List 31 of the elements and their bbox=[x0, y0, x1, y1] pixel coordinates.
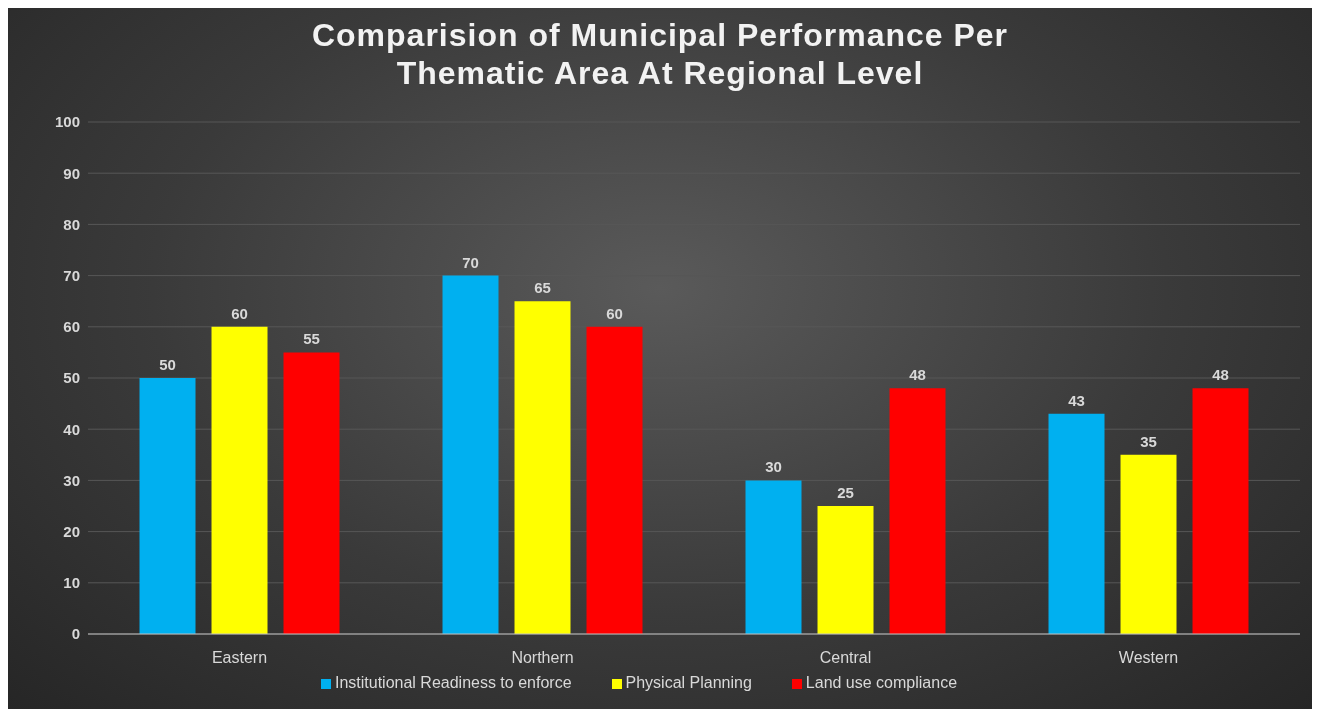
y-tick-label: 100 bbox=[54, 113, 80, 131]
y-tick-label: 50 bbox=[63, 369, 80, 387]
y-tick-label: 40 bbox=[63, 420, 80, 438]
y-tick-label: 90 bbox=[63, 164, 80, 182]
data-label: 48 bbox=[1212, 366, 1229, 384]
x-tick-label: Central bbox=[819, 649, 872, 667]
data-label: 48 bbox=[909, 366, 926, 384]
x-tick-label: Northern bbox=[511, 649, 574, 667]
data-label: 55 bbox=[303, 330, 320, 348]
data-label: 60 bbox=[231, 304, 248, 322]
x-tick-label: Western bbox=[1118, 649, 1179, 667]
legend-label: Land use compliance bbox=[805, 674, 958, 691]
y-tick-label: 70 bbox=[63, 266, 80, 284]
data-label: 70 bbox=[462, 253, 479, 271]
y-tick-label: 20 bbox=[63, 522, 80, 540]
y-tick-label: 10 bbox=[63, 574, 80, 592]
y-tick-label: 0 bbox=[71, 625, 80, 643]
data-label: 50 bbox=[159, 356, 176, 373]
y-tick-label: 80 bbox=[63, 215, 80, 233]
data-label: 65 bbox=[534, 279, 551, 297]
data-label: 25 bbox=[837, 484, 854, 501]
data-label: 43 bbox=[1068, 391, 1085, 409]
legend-label: Institutional Readiness to enforce bbox=[334, 674, 572, 691]
data-label: 30 bbox=[765, 458, 782, 476]
chart-title: Comparision of Municipal Performance Per Thematic Area At Regional Level bbox=[310, 16, 1010, 92]
y-tick-label: 30 bbox=[63, 471, 80, 489]
y-tick-label: 60 bbox=[63, 318, 80, 336]
x-tick-label: Eastern bbox=[211, 649, 268, 667]
legend-label: Physical Planning bbox=[625, 674, 752, 691]
data-label: 35 bbox=[1140, 432, 1157, 450]
data-label: 60 bbox=[606, 304, 623, 322]
